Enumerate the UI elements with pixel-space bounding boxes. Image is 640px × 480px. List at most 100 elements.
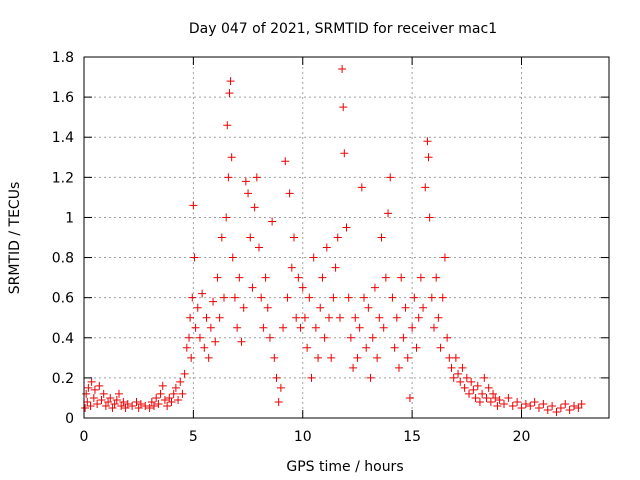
data-point <box>167 397 176 406</box>
data-point <box>410 293 419 302</box>
y-tick-label: 1.6 <box>52 90 74 106</box>
data-point <box>438 293 447 302</box>
data-point <box>169 389 178 398</box>
data-point <box>408 323 417 332</box>
data-point <box>211 337 220 346</box>
data-point <box>493 401 502 410</box>
data-point <box>386 173 395 182</box>
data-point <box>215 313 224 322</box>
data-point <box>467 377 476 386</box>
data-point <box>261 273 270 282</box>
data-point <box>392 313 401 322</box>
data-point <box>303 343 312 352</box>
data-point <box>427 293 436 302</box>
data-point <box>270 353 279 362</box>
data-point <box>480 373 489 382</box>
data-point <box>222 213 231 222</box>
data-point <box>353 353 362 362</box>
data-point <box>335 313 344 322</box>
data-point <box>443 333 452 342</box>
data-point <box>241 177 250 186</box>
data-point <box>366 373 375 382</box>
data-point <box>364 303 373 312</box>
data-point <box>204 353 213 362</box>
data-point <box>252 173 261 182</box>
plot-frame <box>83 56 610 419</box>
data-point <box>158 381 167 390</box>
data-point <box>255 243 263 252</box>
data-point <box>469 385 478 394</box>
x-tick-label: 15 <box>403 429 421 445</box>
data-point <box>432 273 441 282</box>
data-point <box>368 333 377 342</box>
data-point <box>89 393 98 402</box>
data-point <box>300 313 309 322</box>
data-point <box>198 289 207 298</box>
data-point <box>377 233 386 242</box>
data-point <box>186 313 195 322</box>
data-point <box>370 283 379 292</box>
data-point <box>104 397 113 406</box>
data-point <box>268 217 277 226</box>
data-point <box>305 293 314 302</box>
data-point <box>189 201 198 210</box>
data-point <box>362 343 371 352</box>
data-point <box>90 385 99 394</box>
data-point <box>526 401 535 410</box>
data-point <box>87 377 96 386</box>
data-point <box>434 313 443 322</box>
data-point <box>257 293 266 302</box>
x-axis-label: GPS time / hours <box>286 459 403 475</box>
data-point <box>436 343 445 352</box>
data-point <box>244 189 253 198</box>
data-point <box>228 253 237 262</box>
data-point <box>93 399 102 408</box>
data-point <box>355 323 364 332</box>
data-point <box>484 383 493 392</box>
data-point <box>154 399 163 408</box>
data-point <box>552 407 561 416</box>
data-point <box>117 401 126 410</box>
data-point <box>274 397 283 406</box>
data-point <box>145 403 154 412</box>
data-point <box>327 353 336 362</box>
data-point <box>414 313 423 322</box>
data-point <box>265 333 274 342</box>
data-point <box>97 395 106 404</box>
data-point <box>248 283 257 292</box>
data-point <box>504 393 513 402</box>
data-point <box>338 65 347 74</box>
data-point <box>412 343 421 352</box>
grid <box>84 57 609 418</box>
data-point <box>227 153 236 162</box>
data-point <box>351 313 360 322</box>
data-point <box>320 333 329 342</box>
data-point <box>565 405 574 414</box>
ticks: 0 0.2 0.4 0.6 0.8 1 1.2 1.4 1.6 1.8 0 5 10 15 20 <box>52 50 609 445</box>
data-point <box>171 383 180 392</box>
data-point <box>281 157 290 166</box>
data-point <box>451 353 460 362</box>
x-tick-label: 5 <box>189 429 198 445</box>
data-point <box>292 313 301 322</box>
y-tick-label: 1.8 <box>52 50 74 66</box>
data-point <box>141 401 150 410</box>
data-point <box>346 333 355 342</box>
data-point <box>405 393 414 402</box>
data-point <box>84 383 93 392</box>
data-point <box>283 293 292 302</box>
data-point <box>132 397 141 406</box>
data-point <box>379 323 388 332</box>
data-point <box>134 403 143 412</box>
x-tick-label: 0 <box>80 429 89 445</box>
data-point <box>489 389 498 398</box>
data-point <box>403 353 412 362</box>
data-point <box>220 293 228 302</box>
data-point <box>108 403 117 412</box>
data-point <box>230 293 239 302</box>
data-point <box>360 293 368 302</box>
y-tick-label: 0.2 <box>52 371 74 387</box>
data-point <box>577 399 586 408</box>
data-point <box>462 373 471 382</box>
